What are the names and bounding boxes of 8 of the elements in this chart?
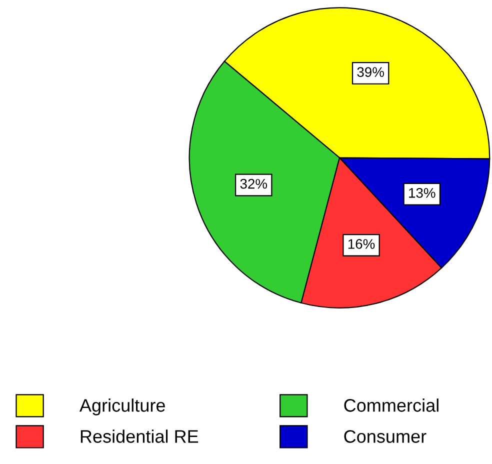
data-label: 39% — [357, 67, 384, 77]
legend-label: Residential RE — [80, 430, 198, 443]
data-label: 16% — [348, 239, 375, 249]
legend-label: Agriculture — [79, 398, 165, 416]
data-label: 13% — [409, 188, 436, 198]
legend-label: Consumer — [344, 430, 426, 443]
legend-label: Commercial — [344, 398, 438, 412]
data-label: 32% — [240, 178, 268, 189]
